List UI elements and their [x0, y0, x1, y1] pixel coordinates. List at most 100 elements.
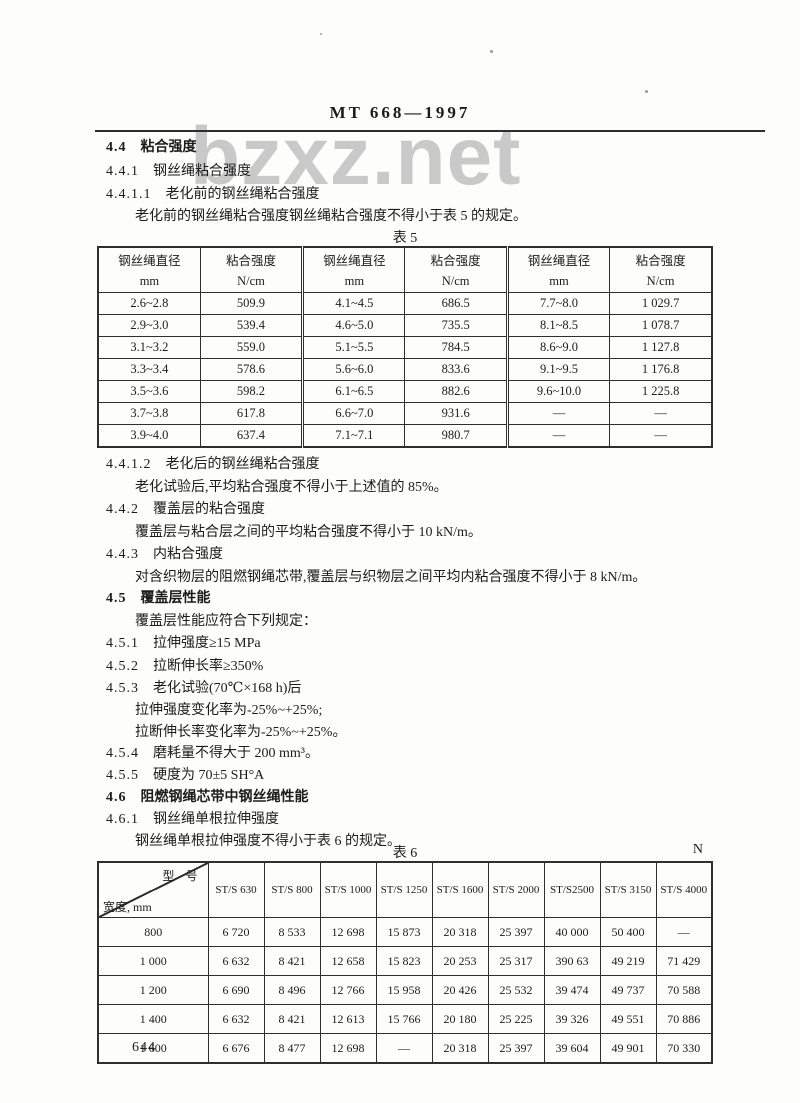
table-cell: — [505, 402, 611, 425]
table6-header-cell: ST/S 800 [263, 861, 321, 918]
table6-header-cell: ST/S 1600 [431, 861, 489, 918]
table-cell: 1 078.7 [609, 314, 713, 337]
header-rule [95, 130, 765, 132]
paragraph: 老化前的钢丝绳粘合强度钢丝绳粘合强度不得小于表 5 的规定。 [135, 207, 760, 227]
table6-header-cell: ST/S 3150 [599, 861, 657, 918]
column-title: 钢丝绳直径 [118, 254, 181, 268]
table-cell: 735.5 [404, 314, 508, 337]
clause-number: 4.5.3 [106, 681, 139, 696]
table-cell: 6.1~6.5 [301, 380, 406, 403]
table-cell: 25 532 [487, 975, 545, 1005]
table-cell: 8 421 [263, 1004, 321, 1034]
table-cell: 50 400 [599, 917, 657, 947]
clause-number: 4.4.1.1 [106, 187, 152, 202]
table-cell: 39 326 [543, 1004, 601, 1034]
table-cell: — [375, 1033, 433, 1064]
table-cell: 598.2 [199, 380, 304, 403]
column-unit: N/cm [441, 274, 470, 288]
corner-label-width: 宽度, mm [103, 900, 152, 914]
table5-header-cell: 钢丝绳直径 mm [97, 246, 201, 293]
clause-4-4-3: 4.4.3 内粘合强度 [106, 545, 760, 565]
table-cell: — [609, 424, 713, 448]
table-cell: 1 127.8 [609, 336, 713, 359]
table-cell: 1 000 [97, 946, 209, 976]
table-row: 800 6 720 8 533 12 698 15 873 20 318 25 397 40 … [97, 917, 713, 947]
clause-text: 覆盖层性能 [140, 591, 211, 606]
clause-text: 对含织物层的阻燃钢绳芯带,覆盖层与织物层之间平均内粘合强度不得小于 8 kN/m… [135, 570, 647, 585]
clause-4-5-3: 4.5.3 老化试验(70℃×168 h)后 [106, 679, 760, 699]
table6-unit-label: N [692, 842, 703, 857]
table-row: 3.1~3.2 559.0 5.1~5.5 784.5 8.6~9.0 1 127.8 [97, 336, 713, 359]
clause-number: 4.4.2 [106, 502, 139, 517]
clause-text: 覆盖层性能应符合下列规定： [135, 614, 317, 629]
column-title: 粘合强度 [635, 254, 686, 268]
clause-text: 覆盖层与粘合层之间的平均粘合强度不得小于 10 kN/m。 [135, 525, 482, 540]
clause-text: 老化前的钢丝绳粘合强度 [165, 187, 320, 202]
clause-text: 粘合强度 [140, 140, 197, 155]
page-number: 644 [132, 1040, 156, 1055]
clause-number: 4.4.3 [106, 547, 139, 562]
table-cell: 1 400 [97, 1004, 209, 1034]
table6-header: 型 号 宽度, mm ST/S 630 ST/S 800 ST/S 1000 S… [97, 861, 713, 918]
table-cell: 49 551 [599, 1004, 657, 1034]
table-cell: 3.1~3.2 [97, 336, 201, 359]
table-cell: 12 698 [319, 917, 377, 947]
clause-text: 拉伸强度≥15 MPa [153, 636, 261, 651]
table-cell: 15 958 [375, 975, 433, 1005]
table5-header: 钢丝绳直径 mm 粘合强度 N/cm 钢丝绳直径 mm 粘合强度 N/cm 钢丝绳直径 m… [97, 246, 713, 293]
table-cell: 25 397 [487, 1033, 545, 1064]
table5-header-cell: 粘合强度 N/cm [609, 246, 713, 293]
clause-number: 4.5.2 [106, 659, 139, 674]
table-cell: 6 632 [207, 1004, 265, 1034]
table-cell: — [655, 917, 713, 947]
column-unit: mm [344, 274, 365, 288]
paragraph: 钢丝绳单根拉伸强度不得小于表 6 的规定。 [135, 832, 760, 852]
table-cell: 9.1~9.5 [505, 358, 611, 381]
clause-4-6-1: 4.6.1 钢丝绳单根拉伸强度 [106, 810, 760, 830]
table-cell: 5.1~5.5 [301, 336, 406, 359]
standard-number: MT 668—1997 [329, 103, 471, 122]
table-cell: 5.6~6.0 [301, 358, 406, 381]
column-unit: N/cm [237, 274, 265, 288]
column-title: 粘合强度 [225, 254, 276, 268]
table6-header-cell: ST/S 630 [207, 861, 265, 918]
table-cell: 3.7~3.8 [97, 402, 201, 425]
clause-text: 钢丝绳单根拉伸强度不得小于表 6 的规定。 [135, 834, 401, 849]
table-cell: 931.6 [404, 402, 508, 425]
table-cell: 784.5 [404, 336, 508, 359]
table-cell: 6.6~7.0 [301, 402, 406, 425]
column-title: 钢丝绳直径 [323, 254, 386, 268]
table-cell: 12 698 [319, 1033, 377, 1064]
table-cell: 20 318 [431, 917, 489, 947]
table-cell: 20 426 [431, 975, 489, 1005]
table-cell: 980.7 [404, 424, 508, 448]
table6-caption: 表 6 N [97, 842, 713, 862]
table-cell: 3.5~3.6 [97, 380, 201, 403]
clause-text: 拉伸强度变化率为-25%~+25%; [135, 703, 323, 718]
table-cell: 833.6 [404, 358, 508, 381]
clause-number: 4.4 [106, 140, 127, 155]
clause-text: 内粘合强度 [153, 547, 223, 562]
clause-number: 4.5 [106, 591, 127, 606]
table-cell: 20 253 [431, 946, 489, 976]
column-title: 粘合强度 [430, 254, 481, 268]
paragraph: 覆盖层与粘合层之间的平均粘合强度不得小于 10 kN/m。 [135, 523, 760, 543]
table-cell: 3.3~3.4 [97, 358, 201, 381]
table-cell: 8.6~9.0 [505, 336, 611, 359]
clause-text: 老化试验后,平均粘合强度不得小于上述值的 85%。 [135, 480, 448, 495]
table-cell: 15 766 [375, 1004, 433, 1034]
table-cell: 559.0 [199, 336, 304, 359]
table-row: 3.7~3.8 617.8 6.6~7.0 931.6— — [97, 402, 713, 425]
clause-4-5: 4.5 覆盖层性能 [106, 589, 760, 609]
table-cell: 7.7~8.0 [505, 292, 611, 315]
clause-number: 4.5.1 [106, 636, 139, 651]
table-cell: 578.6 [199, 358, 304, 381]
table-row: 1 400 6 632 8 421 12 613 15 766 20 180 25 225 3… [97, 1004, 713, 1034]
column-unit: mm [139, 274, 160, 288]
scan-speck [490, 50, 493, 53]
clause-number: 4.4.1.2 [106, 457, 152, 472]
table-cell: 49 737 [599, 975, 657, 1005]
table-cell: 6 632 [207, 946, 265, 976]
table-cell: 25 317 [487, 946, 545, 976]
table-cell: 12 613 [319, 1004, 377, 1034]
